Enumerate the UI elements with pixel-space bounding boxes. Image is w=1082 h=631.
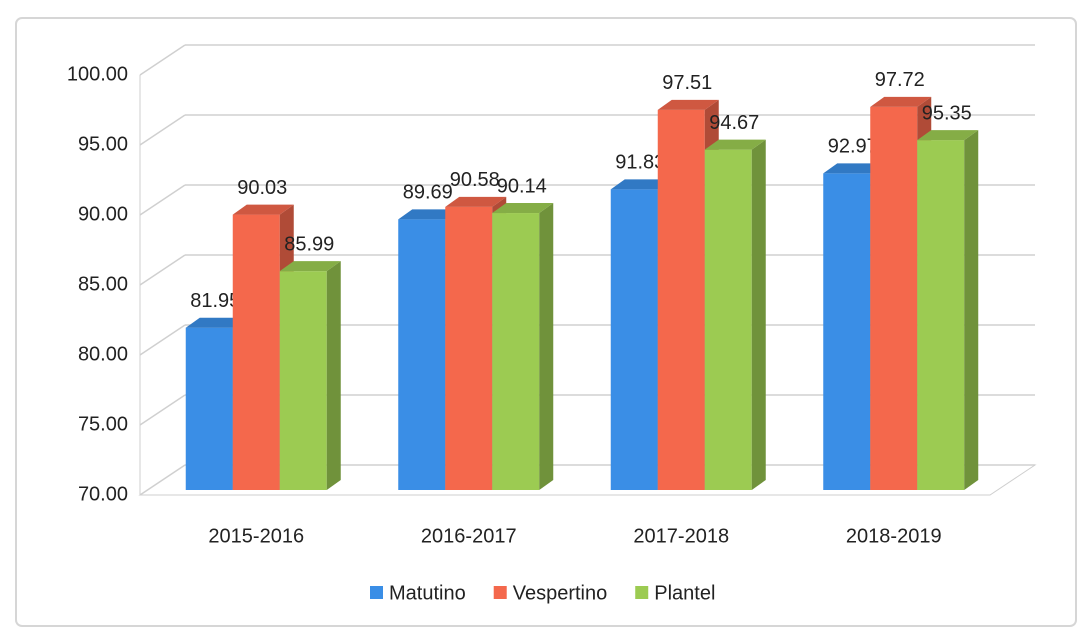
bar-top bbox=[610, 179, 672, 190]
grid-line-side bbox=[139, 324, 186, 356]
bar-top bbox=[657, 99, 719, 110]
legend-swatch bbox=[493, 586, 507, 599]
bar-top bbox=[232, 204, 294, 215]
y-tick-label: 75.00 bbox=[78, 413, 128, 435]
bar bbox=[232, 214, 280, 490]
bar-top bbox=[917, 130, 979, 141]
bar-side bbox=[964, 130, 979, 490]
legend-swatch bbox=[370, 586, 383, 599]
data-label: 92.97 bbox=[828, 136, 878, 158]
grid-line-side bbox=[139, 464, 186, 496]
y-tick-label: 85.00 bbox=[78, 273, 128, 295]
bar-top bbox=[398, 209, 460, 220]
legend-label: Matutino bbox=[389, 582, 466, 604]
legend-label: Plantel bbox=[654, 582, 715, 604]
legend-swatch bbox=[635, 586, 649, 599]
legend-label: Vespertino bbox=[513, 582, 608, 604]
data-label: 97.72 bbox=[875, 69, 925, 91]
y-tick-label: 70.00 bbox=[78, 483, 128, 505]
bar bbox=[492, 213, 540, 491]
grid-line-side bbox=[139, 44, 186, 76]
bar-top bbox=[279, 261, 341, 272]
x-tick-label: 2018-2019 bbox=[846, 525, 942, 547]
bar-top bbox=[823, 163, 885, 174]
data-label: 90.14 bbox=[497, 175, 547, 197]
bar bbox=[917, 140, 965, 490]
grid-line-side bbox=[139, 184, 186, 216]
bar-side bbox=[751, 139, 766, 490]
grid-line-side bbox=[139, 114, 186, 146]
bar bbox=[870, 106, 918, 491]
bar-side bbox=[326, 261, 341, 490]
grid-line-side bbox=[139, 254, 186, 286]
bar-top bbox=[445, 196, 507, 207]
bar bbox=[445, 206, 493, 490]
y-tick-label: 95.00 bbox=[78, 133, 128, 155]
x-tick-label: 2017-2018 bbox=[633, 525, 729, 547]
bar bbox=[657, 109, 705, 491]
bar-top bbox=[492, 203, 554, 214]
data-label: 94.67 bbox=[709, 112, 759, 134]
data-label: 90.58 bbox=[450, 169, 500, 191]
grid-line-side bbox=[139, 394, 186, 426]
bar-top bbox=[185, 317, 247, 328]
bar bbox=[704, 149, 752, 490]
data-label: 90.03 bbox=[237, 177, 287, 199]
y-tick-label: 80.00 bbox=[78, 343, 128, 365]
data-label: 97.51 bbox=[662, 72, 712, 94]
bar-top bbox=[870, 96, 932, 107]
data-label: 85.99 bbox=[284, 233, 334, 255]
bar-side bbox=[539, 203, 554, 491]
bar bbox=[185, 327, 233, 490]
y-tick-label: 100.00 bbox=[67, 63, 128, 85]
bar-top bbox=[704, 139, 766, 150]
y-tick-label: 90.00 bbox=[78, 203, 128, 225]
bar bbox=[398, 219, 446, 490]
data-label: 95.35 bbox=[922, 102, 972, 124]
bar bbox=[610, 189, 658, 490]
data-label: 89.69 bbox=[403, 182, 453, 204]
x-tick-label: 2015-2016 bbox=[208, 525, 304, 547]
data-label: 81.95 bbox=[190, 290, 240, 312]
x-tick-label: 2016-2017 bbox=[421, 525, 517, 547]
bar bbox=[823, 173, 871, 491]
bar bbox=[279, 271, 327, 490]
data-label: 91.83 bbox=[615, 152, 665, 174]
